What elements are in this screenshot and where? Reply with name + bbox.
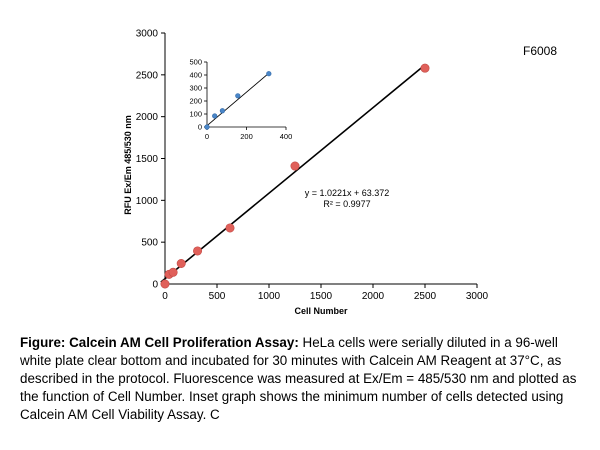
main-trendline — [160, 64, 426, 283]
main-x-tick-label: 500 — [209, 291, 226, 302]
main-x-tick-label: 2500 — [414, 291, 437, 302]
main-data-point — [168, 267, 178, 277]
main-y-tick-label: 1000 — [136, 196, 159, 207]
calcein-chart: F6008 0 500 1000 1500 2000 2500 30000500100015… — [123, 29, 557, 317]
main-x-tick-label: 2000 — [362, 291, 385, 302]
trendline-r-squared: R² = 0.9977 — [323, 199, 370, 209]
main-x-label: Cell Number — [294, 306, 348, 316]
main-x-tick-label: 0 — [162, 291, 168, 302]
inset-trendline — [206, 72, 270, 127]
main-y-tick-label: 1500 — [136, 154, 159, 165]
inset-data-point — [219, 108, 226, 114]
main-y-tick-label: 500 — [141, 238, 158, 249]
inset-y-tick-label: 300 — [189, 84, 202, 93]
main-x-tick-label: 1000 — [258, 291, 281, 302]
inset-data-point — [266, 71, 272, 77]
main-y-tick-label: 0 — [152, 280, 158, 291]
main-data-point — [176, 259, 186, 269]
main-data-point — [193, 246, 203, 256]
inset-x-tick-label: 0 — [205, 132, 209, 141]
inset-x-tick-label: 400 — [280, 132, 293, 141]
main-chart: 0 500 1000 1500 2000 2500 30000500100015002000… — [123, 29, 489, 317]
inset-chart: 0 200 400 0 100 200 300 400 500 — [189, 58, 292, 141]
inset-y-tick-label: 400 — [189, 71, 202, 80]
main-data-point — [290, 161, 300, 171]
figure-caption: Figure: Calcein AM Cell Proliferation As… — [20, 334, 590, 424]
main-x-tick-label: 3000 — [466, 291, 489, 302]
catalog-label: F6008 — [523, 44, 557, 58]
trendline-equation: y = 1.0221x + 63.372 — [305, 188, 390, 198]
inset-y-tick-label: 200 — [189, 97, 202, 106]
caption-text: HeLa cells were serially diluted in a 96… — [20, 335, 577, 422]
main-y-tick-label: 3000 — [136, 29, 159, 40]
main-data-point — [160, 279, 170, 289]
main-x-tick-label: 1500 — [310, 291, 333, 302]
inset-data-point — [212, 113, 218, 119]
main-y-tick-label: 2000 — [136, 112, 159, 123]
inset-y-tick-label: 100 — [189, 110, 202, 119]
caption-title: Figure: Calcein AM Cell Proliferation As… — [20, 335, 299, 350]
inset-x-tick-label: 200 — [240, 132, 253, 141]
inset-data-point — [204, 124, 210, 130]
main-y-label: RFU Ex/Em 485/530 nm — [123, 115, 133, 215]
inset-y-tick-label: 500 — [189, 58, 202, 67]
main-y-tick-label: 2500 — [136, 70, 159, 81]
inset-y-tick-label: 0 — [198, 123, 202, 132]
main-data-point — [225, 223, 235, 233]
inset-data-point — [235, 93, 241, 99]
main-data-point — [420, 63, 430, 73]
